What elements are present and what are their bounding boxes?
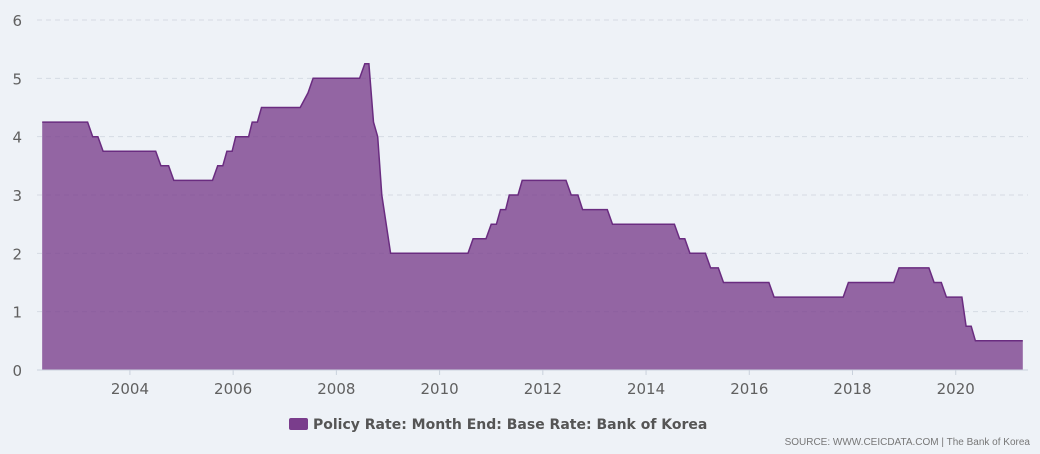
legend-swatch: [289, 418, 308, 430]
x-tick-label: 2020: [937, 380, 975, 398]
x-tick-label: 2008: [317, 380, 355, 398]
legend[interactable]: Policy Rate: Month End: Base Rate: Bank …: [289, 417, 707, 433]
x-tick-label: 2006: [214, 380, 252, 398]
y-tick-label: 1: [12, 304, 22, 322]
legend-label: Policy Rate: Month End: Base Rate: Bank …: [313, 417, 707, 433]
x-tick-label: 2012: [524, 380, 562, 398]
x-tick-label: 2004: [111, 380, 149, 398]
series-area[interactable]: [42, 63, 1023, 371]
y-tick-label: 4: [12, 129, 22, 147]
legend-item[interactable]: Policy Rate: Month End: Base Rate: Bank …: [289, 417, 707, 433]
source-note: SOURCE: WWW.CEICDATA.COM | The Bank of K…: [784, 437, 1030, 448]
y-tick-label: 2: [12, 245, 22, 263]
series-line: [42, 63, 1023, 342]
y-axis: 0 1 2 3 4 5 6: [12, 12, 22, 380]
x-tick-label: 2010: [421, 380, 459, 398]
y-tick-label: 0: [12, 362, 22, 380]
x-axis: 2004 2006 2008 2010 2012 2014 2016 2018 2020: [111, 370, 975, 398]
x-tick-label: 2014: [627, 380, 665, 398]
plot-area: [37, 63, 1028, 371]
y-tick-label: 3: [12, 187, 22, 205]
y-tick-label: 6: [12, 12, 22, 30]
y-tick-label: 5: [12, 70, 22, 88]
x-tick-label: 2016: [730, 380, 768, 398]
x-tick-label: 2018: [833, 380, 871, 398]
